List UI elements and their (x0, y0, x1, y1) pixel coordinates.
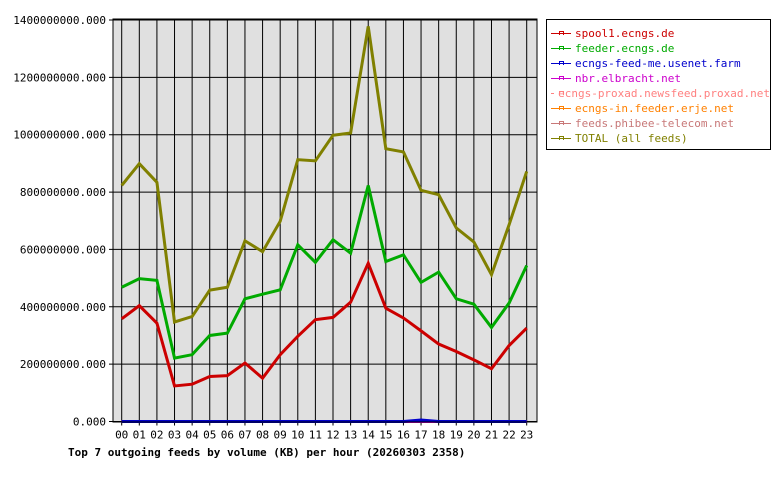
x-tick-label: 01 (133, 429, 146, 442)
x-tick-label: 07 (238, 429, 251, 442)
legend: spool1.ecngs.de feeder.ecngs.de ecngs-feed… (546, 19, 771, 150)
y-tick-label: 1400000000.000 (13, 14, 106, 27)
y-tick-label: 800000000.000 (20, 186, 106, 199)
y-tick-label: 1000000000.000 (13, 129, 106, 142)
x-tick-label: 17 (414, 429, 427, 442)
x-tick-label: 00 (115, 429, 128, 442)
x-tick-label: 05 (203, 429, 216, 442)
legend-swatch (551, 76, 571, 80)
legend-label: feeder.ecngs.de (575, 42, 675, 55)
legend-label: spool1.ecngs.de (575, 27, 675, 40)
x-tick-label: 06 (221, 429, 234, 442)
legend-label: nbr.elbracht.net (575, 72, 681, 85)
x-tick-label: 20 (467, 429, 480, 442)
x-axis: 00 01 02 03 04 05 06 07 08 09 10 11 12 13 14 15 16 17 18 19… (115, 429, 533, 442)
x-tick-label: 18 (432, 429, 445, 442)
series-line (120, 26, 529, 324)
y-tick-label: 1200000000.000 (13, 71, 106, 84)
legend-item: ecngs-proxad.newsfeed.proxad.net (551, 86, 770, 101)
legend-swatch (551, 61, 571, 65)
legend-swatch (551, 121, 571, 125)
x-tick-label: 23 (520, 429, 533, 442)
x-tick-label: 22 (502, 429, 515, 442)
legend-item: feeder.ecngs.de (551, 41, 770, 56)
x-tick-label: 11 (309, 429, 322, 442)
x-tick-label: 13 (344, 429, 357, 442)
x-tick-label: 10 (291, 429, 304, 442)
x-tick-label: 21 (485, 429, 498, 442)
legend-item: spool1.ecngs.de (551, 26, 770, 41)
x-tick-label: 08 (256, 429, 269, 442)
x-tick-label: 16 (397, 429, 410, 442)
x-tick-label: 12 (326, 429, 339, 442)
legend-swatch (551, 46, 571, 50)
series-line (120, 259, 528, 388)
plot-border (112, 18, 538, 423)
y-tick-label: 200000000.000 (20, 358, 106, 371)
legend-label: TOTAL (all feeds) (575, 132, 688, 145)
legend-swatch (551, 31, 571, 35)
legend-swatch (551, 136, 571, 140)
y-axis: 0.000 200000000.000 400000000.000 600000000… (13, 14, 106, 429)
series-line (121, 418, 527, 423)
legend-item: nbr.elbracht.net (551, 71, 770, 86)
legend-item: TOTAL (all feeds) (551, 131, 770, 146)
x-tick-label: 15 (379, 429, 392, 442)
y-tick-label: 600000000.000 (20, 243, 106, 256)
y-tick-label: 0.000 (73, 416, 106, 429)
x-tick-label: 19 (450, 429, 463, 442)
legend-swatch (551, 91, 565, 95)
x-tick-label: 14 (362, 429, 376, 442)
chart-title: Top 7 outgoing feeds by volume (KB) per … (68, 446, 465, 459)
legend-label: ecngs-proxad.newsfeed.proxad.net (558, 87, 770, 100)
legend-item: ecngs-in.feeder.erje.net (551, 101, 770, 116)
x-tick-label: 09 (274, 429, 287, 442)
x-tick-label: 03 (168, 429, 181, 442)
x-tick-label: 02 (150, 429, 163, 442)
legend-label: ecngs-feed-me.usenet.farm (575, 57, 741, 70)
legend-label: feeds.phibee-telecom.net (575, 117, 734, 130)
legend-item: feeds.phibee-telecom.net (551, 116, 770, 131)
y-tick-label: 400000000.000 (20, 301, 106, 314)
legend-item: ecngs-feed-me.usenet.farm (551, 56, 770, 71)
x-tick-label: 04 (186, 429, 200, 442)
legend-swatch (551, 106, 571, 110)
series-line (121, 185, 529, 360)
legend-label: ecngs-in.feeder.erje.net (575, 102, 734, 115)
